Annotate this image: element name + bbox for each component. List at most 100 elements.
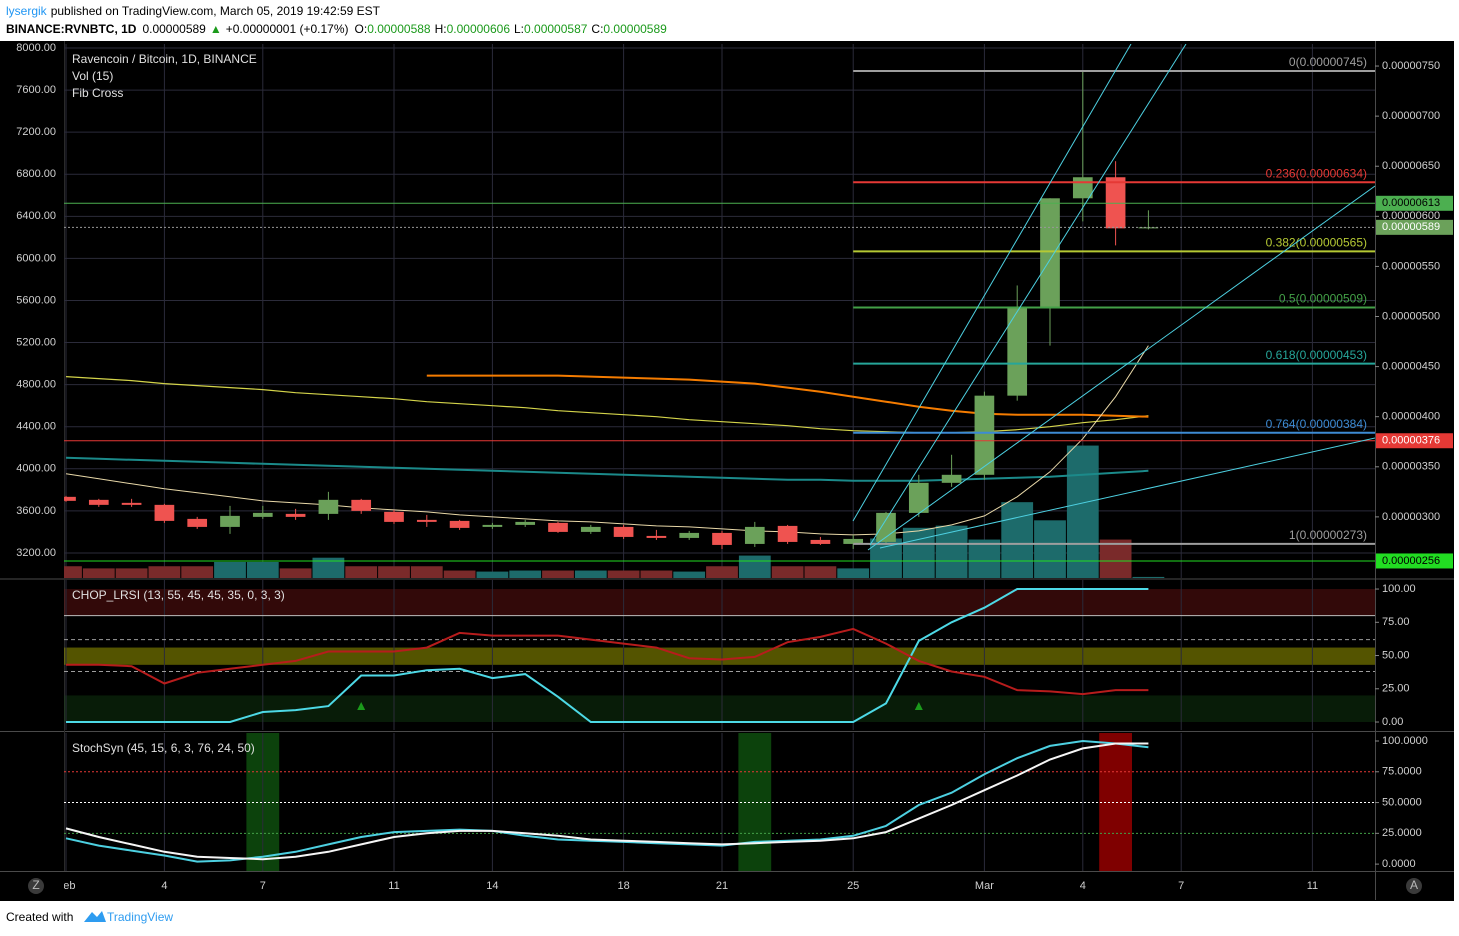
- volume-bar: [312, 557, 345, 578]
- fib-label: 1(0.00000273): [1289, 528, 1367, 542]
- y-tick-label: 0.00000300: [1382, 511, 1440, 523]
- x-tick-label: Feb: [57, 880, 76, 892]
- zone: [64, 589, 1375, 616]
- chart-title: Ravencoin / Bitcoin, 1D, BINANCE: [72, 52, 257, 66]
- candle-body: [1072, 177, 1093, 199]
- candle-body: [974, 395, 995, 475]
- x-tick-label: 25: [847, 880, 859, 892]
- candle-body: [515, 521, 536, 525]
- price-tag-label: 0.00000589: [1382, 221, 1440, 233]
- price-tag: [1376, 553, 1453, 569]
- brand-logo: [84, 911, 106, 922]
- trend-line: [869, 44, 1187, 546]
- x-tick-label: 11: [1307, 880, 1318, 892]
- volume-bar: [607, 570, 640, 578]
- fib-label: 0.382(0.00000565): [1266, 236, 1367, 250]
- footer-brand[interactable]: TradingView: [107, 910, 173, 924]
- candle-body: [187, 518, 208, 527]
- y-tick-label: 25.0000: [1382, 827, 1422, 839]
- fib-label: 0.5(0.00000509): [1279, 292, 1367, 306]
- change-arrow: ▲: [210, 22, 222, 36]
- volume-bar: [542, 570, 574, 578]
- candle-body: [121, 502, 142, 505]
- highlight: [1099, 733, 1132, 871]
- left-tick-label: 4400.00: [16, 421, 56, 433]
- volume-bar: [115, 568, 148, 578]
- moving-average: [65, 345, 1149, 536]
- y-tick-label: 0.00000750: [1382, 60, 1440, 72]
- trend-line: [852, 44, 1132, 522]
- price-tag-label: 0.00000376: [1382, 435, 1440, 447]
- y-tick-label: 0.00000500: [1382, 310, 1440, 322]
- candle-body: [1040, 198, 1060, 307]
- ohlc-key: C:: [591, 22, 603, 36]
- publish-info: published on TradingView.com, March 05, …: [51, 4, 381, 18]
- left-tick-label: 7200.00: [16, 126, 56, 138]
- x-tick-label: Mar: [975, 880, 994, 892]
- indicator-line: [66, 627, 1149, 696]
- price-tag-label: 0.00000613: [1382, 197, 1440, 209]
- auto-scale-label[interactable]: A: [1410, 878, 1418, 892]
- signal-marker: [357, 702, 366, 710]
- pane-title: CHOP_LRSI (13, 55, 45, 45, 35, 0, 3, 3): [72, 588, 285, 602]
- candle-body: [384, 511, 404, 522]
- moving-average: [65, 456, 1149, 482]
- candle-body: [416, 519, 437, 522]
- zone: [64, 647, 1375, 665]
- indicator-name: Vol (15): [72, 69, 113, 83]
- zoom-button[interactable]: [28, 878, 44, 894]
- left-tick-label: 6800.00: [16, 168, 56, 180]
- volume-bar: [410, 566, 443, 578]
- fib-label: 0(0.00000745): [1289, 55, 1367, 69]
- left-tick-label: 7600.00: [16, 84, 56, 96]
- candle-body: [1138, 227, 1159, 229]
- signal-marker: [914, 702, 923, 710]
- candle-body: [810, 539, 831, 544]
- volume-bar: [771, 566, 804, 578]
- volume-bar: [1132, 576, 1165, 578]
- volume-bar: [1001, 502, 1034, 578]
- volume-bar: [443, 570, 476, 578]
- ohlc-key: L:: [514, 22, 524, 36]
- volume-bar: [378, 566, 410, 578]
- x-tick-label: 18: [617, 880, 629, 892]
- y-tick-label: 75.0000: [1382, 766, 1422, 778]
- candle-body: [318, 499, 339, 514]
- volume-bar: [509, 570, 542, 578]
- volume-bar: [214, 561, 246, 578]
- volume-bar: [804, 566, 837, 578]
- ohlc-key: O:: [355, 22, 368, 36]
- zoom-button-label[interactable]: Z: [32, 878, 39, 892]
- left-tick-label: 6000.00: [16, 252, 56, 264]
- candle-body: [777, 525, 798, 542]
- symbol-line: BINANCE:RVNBTC, 1D 0.00000589 ▲ +0.00000001…: [6, 22, 667, 36]
- y-tick-label: 25.00: [1382, 683, 1410, 695]
- left-tick-label: 5600.00: [16, 294, 56, 306]
- left-tick-label: 6400.00: [16, 210, 56, 222]
- volume-bar: [673, 571, 706, 578]
- ohlc-value: 0.00000587: [524, 22, 588, 36]
- indicator-pane: [64, 580, 1375, 730]
- footer-text: Created with: [6, 910, 73, 924]
- y-tick-label: 0.00000650: [1382, 160, 1440, 172]
- y-tick-label: 100.00: [1382, 583, 1416, 595]
- ohlc-value: 0.00000588: [367, 22, 431, 36]
- volume-bar: [82, 568, 115, 578]
- ohlc-value: 0.00000589: [603, 22, 667, 36]
- candle-body: [64, 496, 76, 501]
- left-tick-label: 3200.00: [16, 547, 56, 559]
- candle-body: [876, 512, 896, 542]
- x-tick-label: 11: [388, 880, 399, 892]
- candle-body: [712, 532, 732, 545]
- volume-bar: [1034, 520, 1066, 578]
- volume-bar: [706, 566, 738, 578]
- candle-body: [941, 474, 962, 483]
- candle-body: [88, 499, 109, 505]
- volume-bar: [246, 561, 279, 578]
- left-tick-label: 4000.00: [16, 463, 56, 475]
- candle-body: [1105, 177, 1126, 229]
- candle-body: [744, 526, 765, 544]
- auto-scale-button[interactable]: [1406, 878, 1422, 894]
